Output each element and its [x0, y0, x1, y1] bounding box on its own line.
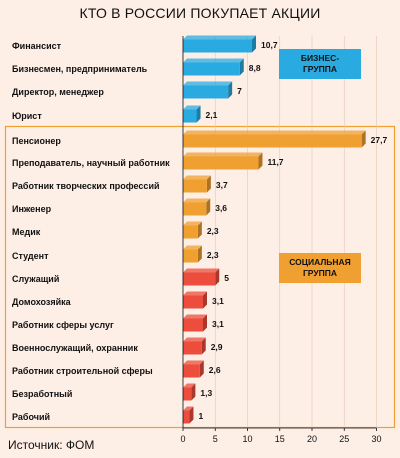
x-tick-label: 5: [213, 434, 218, 444]
x-tick-label: 15: [275, 434, 285, 444]
category-label: Пенсионер: [12, 136, 61, 146]
bars-layer: [183, 35, 366, 424]
group-label-line1: СОЦИАЛЬНАЯ: [289, 257, 351, 267]
category-labels-layer: Финансист Бизнесмен, предприниматель Дирек…: [12, 41, 170, 422]
data-label: 8,8: [249, 63, 261, 73]
x-tick-label: 10: [242, 434, 252, 444]
bar: [183, 81, 233, 99]
category-label: Военнослужащий, охранник: [12, 343, 138, 353]
bar: [183, 58, 244, 76]
data-label: 3,7: [216, 180, 228, 190]
data-label: 1,3: [200, 388, 212, 398]
category-label: Безработный: [12, 389, 72, 399]
bar: [183, 268, 220, 286]
x-tick-label: 0: [180, 434, 185, 444]
bar: [183, 245, 202, 263]
bar: [183, 35, 257, 53]
x-tick-label: 30: [371, 434, 381, 444]
data-label: 11,7: [267, 157, 283, 167]
bar: [183, 105, 201, 123]
bar: [183, 198, 211, 216]
bar: [183, 360, 204, 378]
group-label-line2: ГРУППА: [303, 268, 337, 278]
data-label: 2,6: [209, 365, 221, 375]
bar: [183, 314, 207, 332]
data-label: 5: [224, 273, 229, 283]
data-label: 3,1: [212, 319, 224, 329]
group-label-line1: БИЗНЕС-: [301, 53, 339, 63]
x-axis: 0 5 10 15 20 25 30: [180, 36, 382, 444]
category-label: Преподаватель, научный работник: [12, 158, 170, 168]
bar: [183, 383, 196, 401]
category-label: Студент: [12, 251, 49, 261]
bar: [183, 406, 194, 424]
x-tick-label: 20: [307, 434, 317, 444]
group-label-line2: ГРУППА: [303, 64, 337, 74]
bar: [183, 152, 263, 170]
category-label: Медик: [12, 227, 41, 237]
bar: [183, 291, 207, 309]
business-group-label: БИЗНЕС-ГРУППА: [279, 49, 361, 79]
bar: [183, 337, 206, 355]
category-label: Юрист: [12, 111, 42, 121]
category-label: Бизнесмен, предприниматель: [12, 64, 148, 74]
data-label: 2,9: [211, 342, 223, 352]
data-label: 27,7: [371, 135, 388, 145]
data-label: 3,6: [215, 203, 227, 213]
source-note: Источник: ФОМ: [8, 438, 94, 452]
data-label: 2,3: [207, 250, 219, 260]
bar: [183, 175, 211, 193]
value-labels-layer: 10,7 8,8 7 2,1 27,7 11,7 3,7 3,6 2,3 2,3 5 3,1 3,1 2,…: [198, 40, 387, 421]
category-label: Рабочий: [12, 412, 50, 422]
category-label: Работник сферы услуг: [12, 320, 114, 330]
social-group-frame: [4, 125, 396, 429]
data-label: 2,1: [206, 110, 218, 120]
bar: [183, 130, 366, 148]
chart-title: КТО В РОССИИ ПОКУПАЕТ АКЦИИ: [80, 5, 321, 21]
data-label: 2,3: [207, 226, 219, 236]
category-label: Финансист: [12, 41, 62, 51]
data-label: 10,7: [261, 40, 278, 50]
category-label: Директор, менеджер: [12, 87, 104, 97]
data-label: 1: [198, 411, 203, 421]
social-group-frame-layer: [4, 125, 396, 429]
category-label: Работник строительной сферы: [12, 366, 153, 376]
category-label: Инженер: [12, 204, 52, 214]
x-tick-label: 25: [339, 434, 349, 444]
bar: [183, 221, 202, 239]
category-label: Домохозяйка: [12, 297, 72, 307]
data-label: 3,1: [212, 296, 224, 306]
data-label: 7: [237, 86, 242, 96]
category-label: Работник творческих профессий: [12, 181, 160, 191]
category-label: Служащий: [12, 274, 59, 284]
